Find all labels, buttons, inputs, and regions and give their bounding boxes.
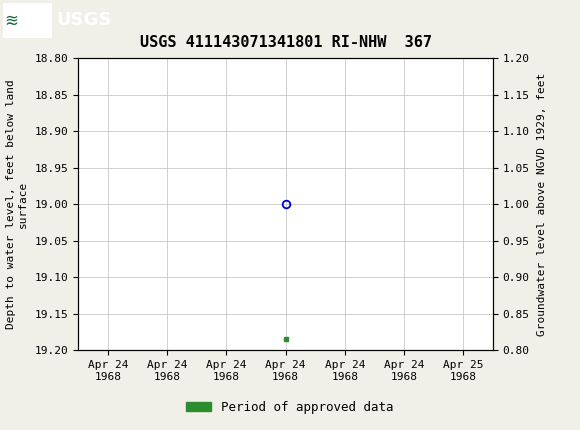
Bar [3, 3, 52, 37]
Title: USGS 411143071341801 RI-NHW  367: USGS 411143071341801 RI-NHW 367 [140, 35, 432, 50]
Y-axis label: Groundwater level above NGVD 1929, feet: Groundwater level above NGVD 1929, feet [536, 73, 547, 336]
Text: ≋: ≋ [4, 12, 18, 29]
Y-axis label: Depth to water level, feet below land
surface: Depth to water level, feet below land su… [6, 80, 28, 329]
Legend: Period of approved data: Period of approved data [181, 396, 399, 418]
Text: USGS: USGS [57, 12, 112, 29]
